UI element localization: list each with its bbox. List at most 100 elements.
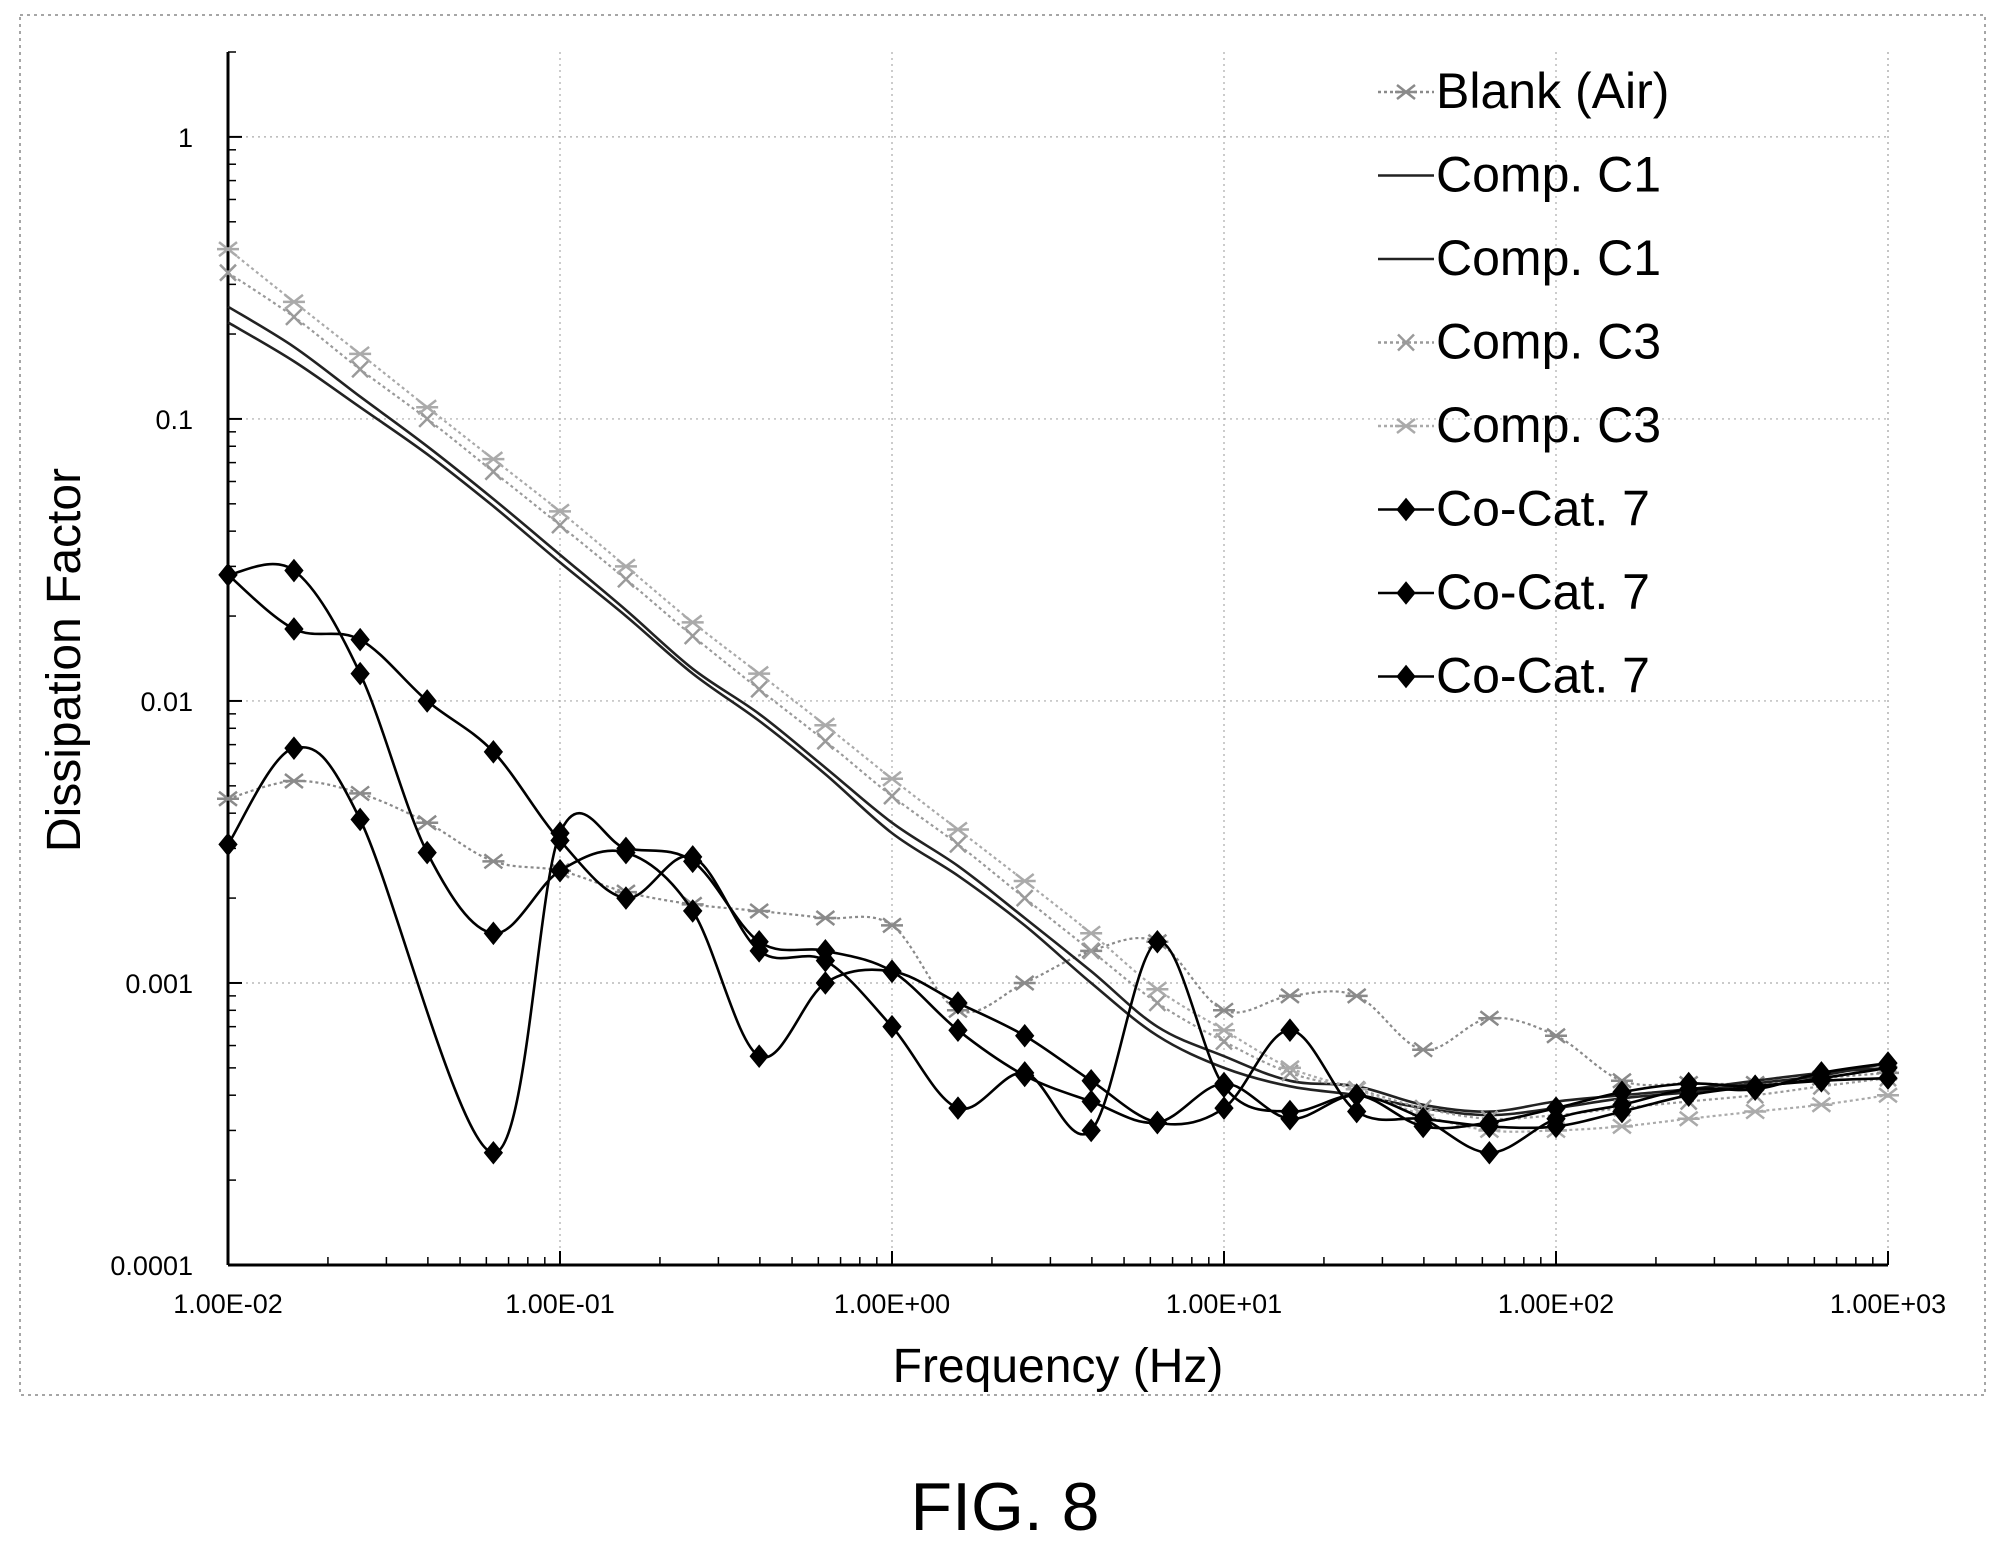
y-tick-label: 0.0001	[110, 1251, 193, 1281]
x-tick-label: 1.00E+02	[1498, 1289, 1614, 1319]
y-tick-label: 1	[178, 123, 193, 153]
data-point	[350, 627, 370, 652]
x-tick-label: 1.00E-01	[505, 1289, 615, 1319]
data-point	[282, 773, 305, 790]
data-point	[683, 849, 703, 874]
data-point	[484, 462, 503, 481]
data-point	[814, 717, 837, 734]
data-point	[349, 785, 372, 802]
data-point	[1412, 1041, 1435, 1058]
legend-label: Co-Cat. 7	[1436, 564, 1650, 620]
data-point	[948, 1096, 968, 1120]
series-0	[217, 773, 1899, 1092]
data-point	[683, 899, 703, 923]
x-tick-label: 1.00E+03	[1830, 1289, 1946, 1319]
legend-marker	[1395, 418, 1417, 434]
series-line	[227, 573, 1889, 1155]
data-point	[551, 516, 569, 535]
data-point	[284, 736, 304, 760]
data-point	[483, 740, 504, 764]
data-point	[285, 308, 303, 326]
data-point	[814, 909, 837, 926]
legend-marker	[1397, 333, 1415, 352]
data-point	[284, 558, 304, 583]
figure-caption: FIG. 8	[911, 1469, 1100, 1545]
data-point	[1345, 987, 1368, 1004]
data-point	[219, 263, 237, 282]
data-point	[1214, 1096, 1234, 1120]
x-tick-label: 1.00E-02	[173, 1289, 283, 1319]
data-point	[749, 929, 769, 954]
series-line	[227, 779, 1889, 1087]
data-point	[815, 939, 836, 963]
data-point	[482, 853, 505, 870]
data-point	[1013, 974, 1036, 991]
data-point	[883, 787, 901, 805]
data-point	[1147, 1110, 1168, 1135]
data-point	[282, 293, 305, 310]
data-point	[1612, 1080, 1632, 1104]
series-5	[218, 558, 1898, 1139]
legend-marker	[1396, 664, 1416, 689]
outer-frame	[19, 14, 1986, 1396]
legend-entry: Comp. C3	[1378, 397, 1661, 453]
data-point	[1744, 1103, 1767, 1120]
legend-entry: Co-Cat. 7	[1378, 481, 1650, 537]
data-point	[1878, 1056, 1898, 1080]
y-tick-label: 0.01	[140, 687, 193, 717]
data-point	[218, 563, 238, 587]
data-point	[616, 836, 636, 861]
legend-marker	[1396, 581, 1416, 605]
legend-label: Comp. C3	[1436, 314, 1661, 370]
legend: Blank (Air) Comp. C1 Comp. C1 Comp. C3 Comp.…	[1378, 63, 1669, 704]
data-point	[1610, 1118, 1633, 1135]
data-point	[614, 558, 637, 575]
x-tick-label: 1.00E+01	[1166, 1289, 1282, 1319]
data-point	[882, 959, 902, 984]
data-point	[949, 835, 967, 854]
data-point	[1545, 1027, 1567, 1044]
legend-entry: Comp. C1	[1378, 230, 1661, 286]
data-point	[1015, 1063, 1035, 1088]
data-point	[550, 858, 570, 883]
data-point	[1811, 1066, 1832, 1090]
data-point	[217, 790, 239, 807]
data-point	[1015, 889, 1034, 907]
data-point	[1810, 1096, 1833, 1113]
data-point	[218, 832, 238, 857]
y-tick-labels: 0.0001 0.001 0.01 0.1 1	[110, 123, 193, 1281]
data-point	[1148, 993, 1167, 1012]
data-point	[418, 410, 437, 428]
y-tick-label: 0.1	[155, 405, 193, 435]
data-point	[1479, 1140, 1500, 1165]
data-point	[1877, 1087, 1899, 1104]
data-point	[616, 886, 636, 910]
data-point	[948, 991, 968, 1015]
data-point	[749, 1044, 769, 1068]
data-point	[750, 680, 769, 699]
data-point	[1679, 1071, 1699, 1096]
data-point	[483, 921, 504, 946]
legend-label: Blank (Air)	[1436, 63, 1669, 119]
data-point	[948, 1018, 968, 1042]
data-point	[816, 732, 835, 751]
data-point	[1013, 872, 1036, 889]
data-point	[1080, 925, 1103, 942]
data-point	[1546, 1096, 1566, 1120]
grid	[228, 52, 1889, 1265]
data-point	[1278, 1059, 1301, 1076]
data-point	[416, 814, 439, 831]
data-point	[284, 617, 304, 641]
series-line	[227, 562, 1889, 1130]
data-point	[350, 807, 370, 832]
data-point	[1478, 1010, 1501, 1027]
y-axis-title: Dissipation Factor	[38, 468, 91, 852]
data-point	[1015, 1023, 1035, 1048]
legend-entry: Comp. C1	[1378, 147, 1661, 203]
x-tick-labels: 1.00E-02 1.00E-01 1.00E+00 1.00E+01 1.00E+02…	[173, 1289, 1946, 1319]
data-point	[1280, 1106, 1300, 1131]
data-point	[483, 1140, 504, 1165]
data-point	[1347, 1099, 1367, 1124]
data-point	[1215, 1032, 1233, 1051]
data-point	[815, 971, 836, 995]
